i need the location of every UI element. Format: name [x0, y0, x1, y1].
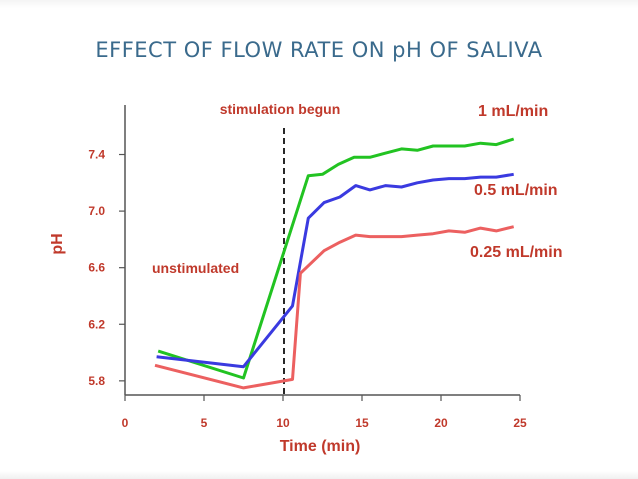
- series-label-1-ml-min: 1 mL/min: [478, 103, 548, 120]
- stimulation-label: stimulation begun: [220, 101, 341, 117]
- y-tick-label: 6.2: [88, 317, 105, 331]
- y-tick-label: 5.8: [88, 374, 105, 388]
- axes: 5.8 6.2 6.6 7.0 7.4 0 5 10 15 20 25: [88, 105, 527, 430]
- series-line-1-ml-min: [157, 137, 515, 380]
- x-tick-label: 5: [201, 416, 208, 430]
- unstimulated-label: unstimulated: [152, 260, 239, 276]
- x-ticks: 0 5 10 15 20 25: [122, 395, 527, 430]
- x-axis-label: Time (min): [280, 438, 361, 455]
- y-tick-label: 7.4: [88, 148, 105, 162]
- slide-bottom-band: [0, 471, 638, 479]
- series-layer: [154, 137, 515, 390]
- y-tick-label: 7.0: [88, 204, 105, 218]
- series-line-0-5-ml-min: [156, 172, 514, 369]
- y-tick-label: 6.6: [88, 261, 105, 275]
- x-tick-label: 25: [513, 416, 527, 430]
- series-label-0-25-ml-min: 0.25 mL/min: [470, 244, 562, 261]
- series-line-0-25-ml-min: [154, 225, 515, 390]
- series-label-0-5-ml-min: 0.5 mL/min: [474, 182, 558, 199]
- x-tick-label: 20: [434, 416, 448, 430]
- chart-title: EFFECT OF FLOW RATE ON pH OF SALIVA: [95, 38, 543, 62]
- y-axis-label: pH: [49, 233, 66, 254]
- slide-top-band: [0, 0, 638, 8]
- x-tick-label: 10: [276, 416, 290, 430]
- y-ticks: 5.8 6.2 6.6 7.0 7.4: [88, 148, 125, 388]
- x-tick-label: 15: [355, 416, 369, 430]
- x-tick-label: 0: [122, 416, 129, 430]
